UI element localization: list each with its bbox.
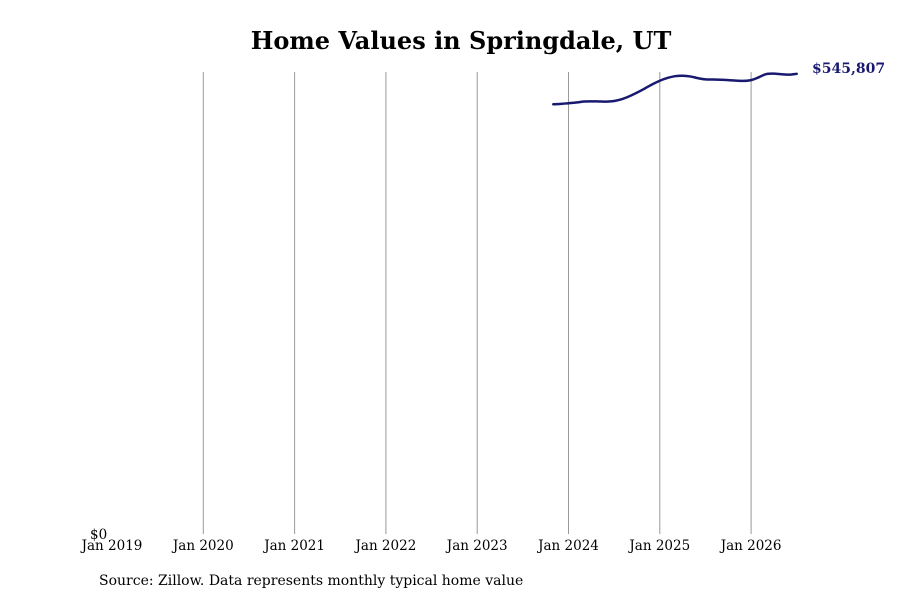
y-axis-tick-labels: $0 <box>90 527 107 543</box>
x-tick-label: Jan 2026 <box>719 538 782 554</box>
series-layer <box>552 72 798 106</box>
x-tick-label: Jan 2021 <box>262 538 325 554</box>
x-tick-label: Jan 2019 <box>80 538 143 554</box>
x-axis-tick-labels: Jan 2019 Jan 2020 Jan 2021 Jan 2022 Jan 2023… <box>80 538 782 554</box>
chart-title: Home Values in Springdale, UT <box>250 26 672 55</box>
x-tick-label: Jan 2024 <box>536 538 599 554</box>
end-value-label: $545,807 <box>812 61 885 77</box>
end-labels: $545,807 <box>812 61 885 77</box>
source-note: Source: Zillow. Data represents monthly … <box>99 573 524 589</box>
x-tick-label: Jan 2020 <box>171 538 234 554</box>
x-tick-label: Jan 2022 <box>353 538 416 554</box>
gridlines <box>202 72 752 534</box>
series-line <box>552 72 798 106</box>
x-tick-label: Jan 2025 <box>627 538 690 554</box>
y-tick-label: $0 <box>90 527 107 543</box>
x-tick-label: Jan 2023 <box>445 538 508 554</box>
